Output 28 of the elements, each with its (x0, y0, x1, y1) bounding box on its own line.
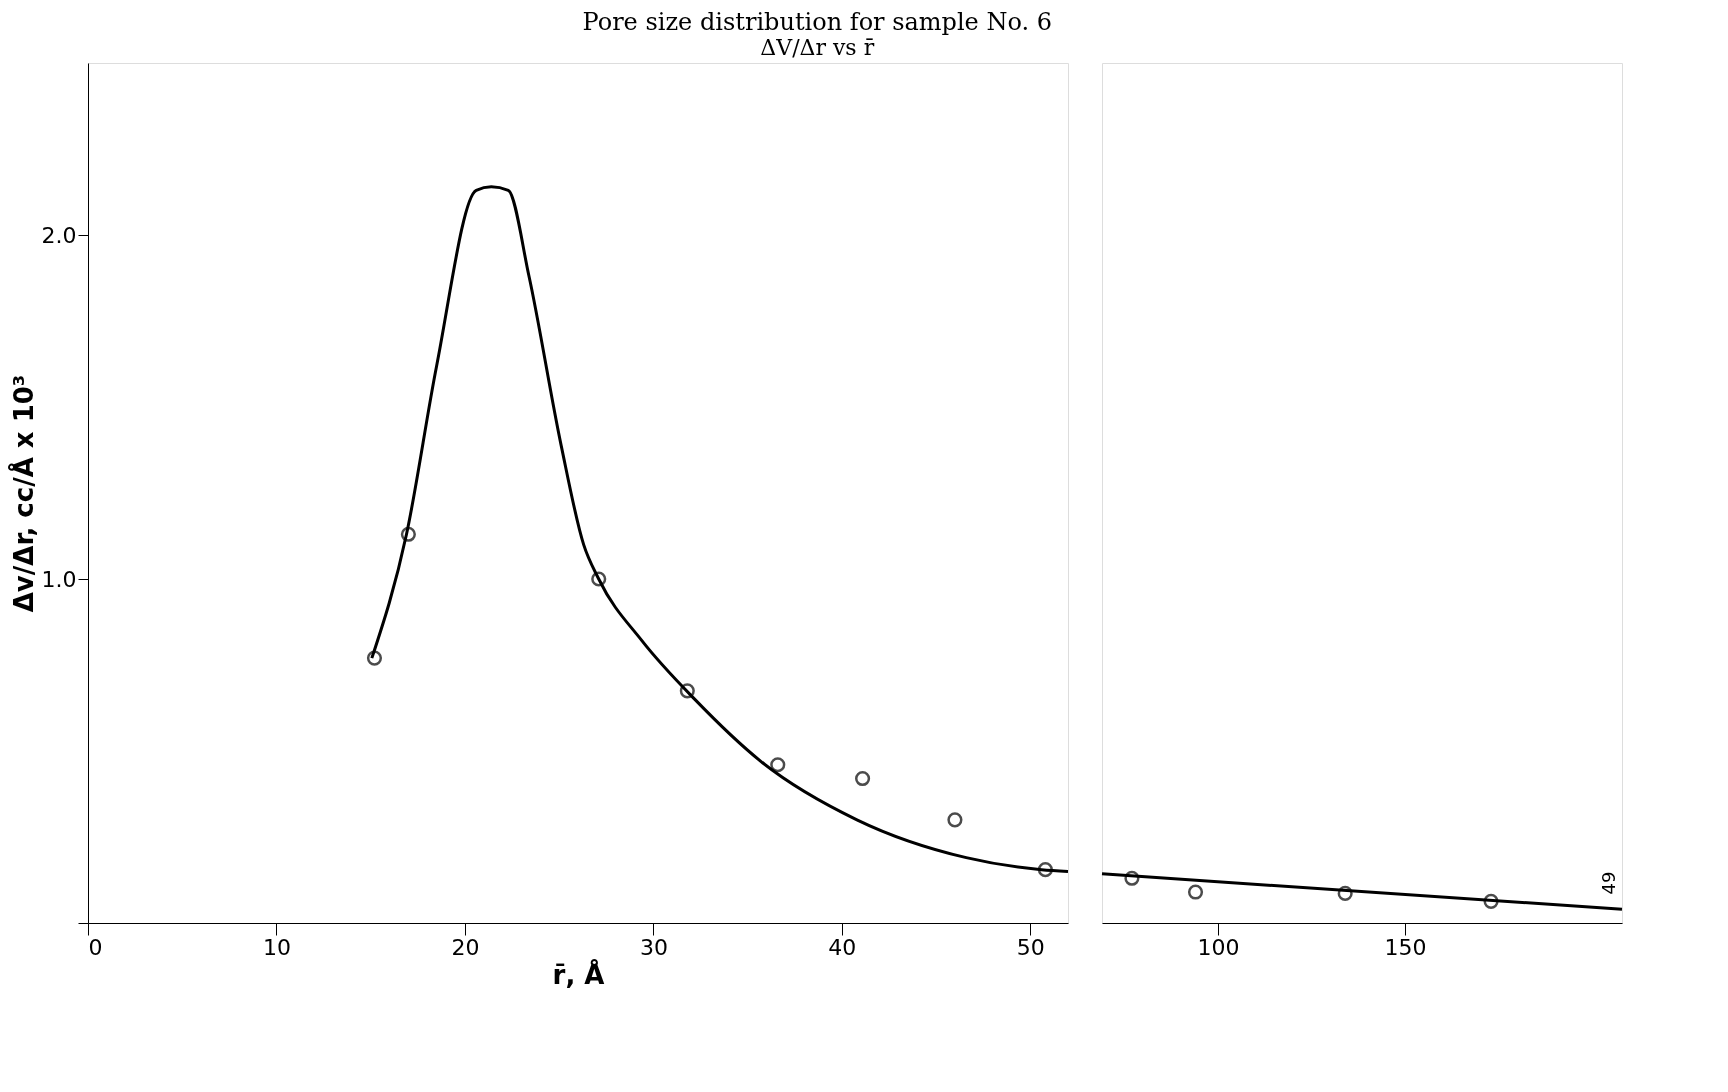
x-tick-label: 150 (1384, 934, 1427, 960)
x-tick-label: 30 (639, 934, 668, 960)
point (855, 770, 871, 787)
point (366, 650, 383, 666)
x-tick-label: 100 (1197, 934, 1240, 960)
point (770, 757, 786, 773)
point (591, 571, 607, 587)
chart-subtitle: ΔV/Δr vs r̄ (760, 34, 875, 60)
x-tick-label: 20 (451, 934, 480, 960)
x-tick-label: 10 (262, 934, 291, 960)
point (1483, 893, 1499, 909)
point (1337, 885, 1353, 901)
point (679, 683, 695, 699)
point (947, 812, 963, 828)
point (400, 526, 416, 542)
chart-title: Pore size distribution for sample No. 6 (582, 7, 1052, 36)
y-tick-label: 1.0 (41, 566, 77, 592)
y-tick-label: 2.0 (41, 222, 77, 248)
x-tick-label: 50 (1016, 934, 1045, 960)
y-axis-title: Δv/Δr, cc/Å x 10³ (7, 374, 39, 613)
point (1187, 884, 1204, 900)
x-axis-title: r̄, Å (552, 958, 605, 990)
x-tick-label: 40 (828, 934, 857, 960)
point (1037, 862, 1053, 878)
annotation: 49 (1598, 871, 1619, 895)
x-tick-label: 0 (88, 934, 103, 960)
point (1124, 870, 1140, 886)
line-series (370, 185, 1070, 873)
